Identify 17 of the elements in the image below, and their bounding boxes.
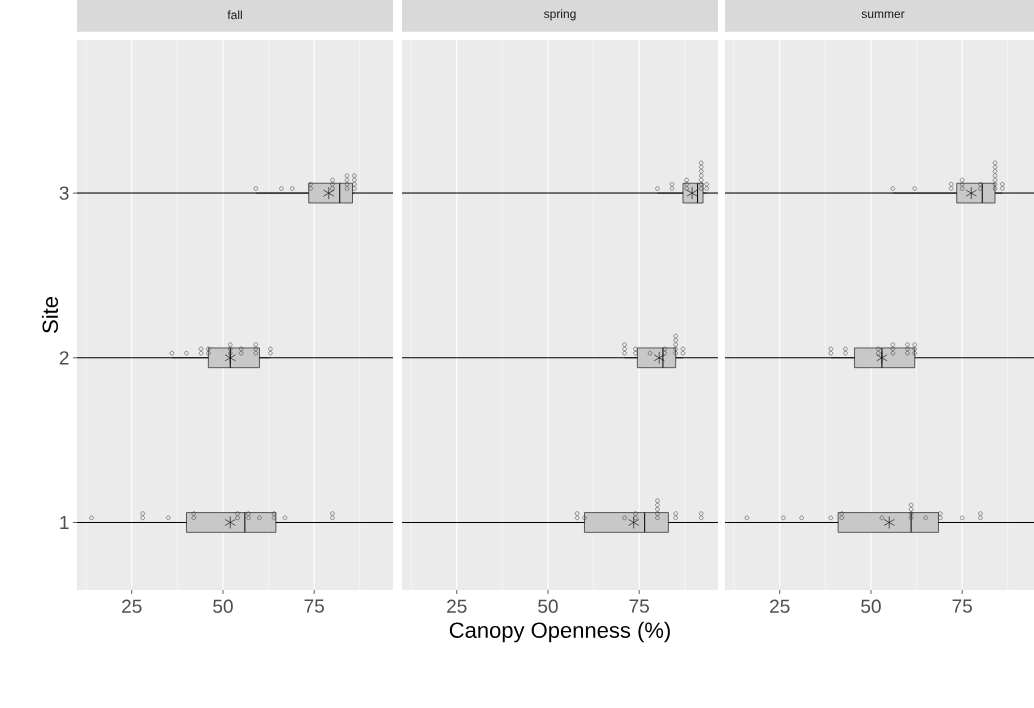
chart-title: spring xyxy=(543,9,576,21)
chart-title: fall xyxy=(227,10,242,20)
x-axis-title: Canopy Openness (%) xyxy=(449,621,670,643)
x-tick-label: 50 xyxy=(538,599,558,613)
y-tick-label: 2 xyxy=(59,351,69,365)
y-tick-label: 3 xyxy=(59,186,69,200)
chart-title: summer xyxy=(861,11,905,19)
x-tick-label: 25 xyxy=(447,599,467,613)
x-tick-label: 75 xyxy=(629,599,649,613)
x-tick-label: 50 xyxy=(861,599,881,613)
x-tick-label: 75 xyxy=(304,599,324,613)
y-axis-title: Site xyxy=(41,297,59,333)
x-tick-label: 75 xyxy=(952,599,972,613)
x-tick-label: 50 xyxy=(213,599,233,613)
y-tick-label: 1 xyxy=(60,515,69,530)
x-tick-label: 25 xyxy=(122,599,142,613)
x-tick-label: 25 xyxy=(770,599,790,613)
